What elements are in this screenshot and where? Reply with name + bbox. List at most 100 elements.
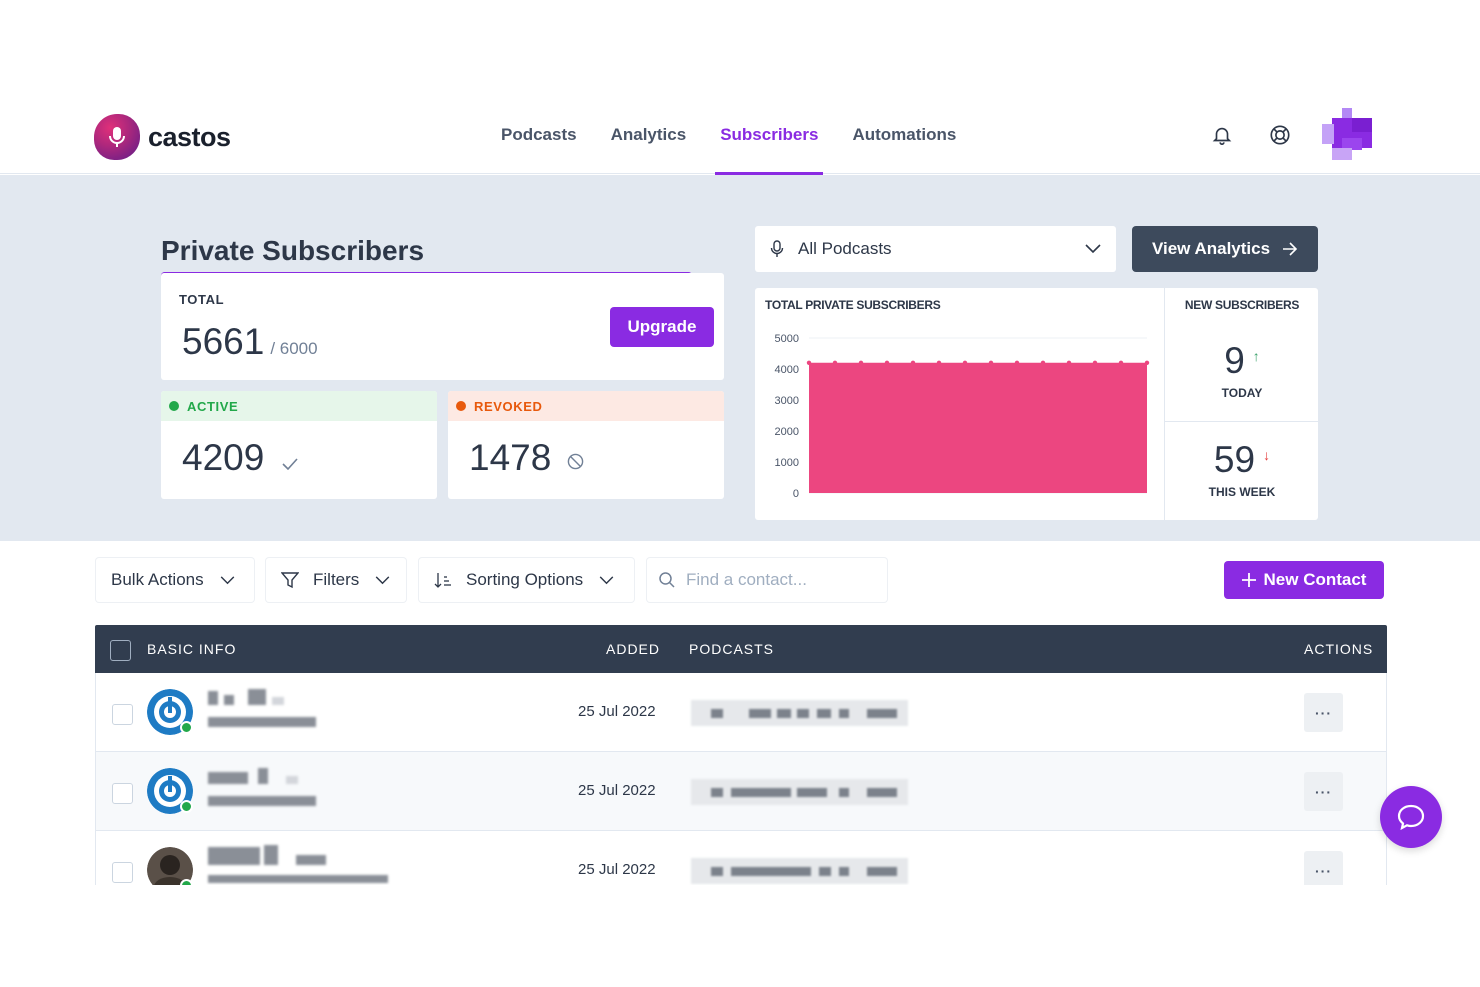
chat-bubble-icon bbox=[1397, 804, 1425, 830]
today-stat: 9 ↑ TODAY bbox=[1165, 340, 1319, 400]
upgrade-button[interactable]: Upgrade bbox=[610, 307, 714, 347]
nav-subscribers[interactable]: Subscribers bbox=[703, 96, 835, 175]
data-point bbox=[1066, 360, 1072, 365]
data-point bbox=[1118, 360, 1124, 365]
filter-icon bbox=[281, 572, 299, 589]
new-subscribers-title: NEW SUBSCRIBERS bbox=[1184, 298, 1300, 312]
castos-logo[interactable]: castos bbox=[94, 114, 231, 160]
arrow-right-icon bbox=[1283, 242, 1298, 256]
avatar[interactable] bbox=[147, 847, 193, 885]
col-podcasts[interactable]: PODCASTS bbox=[689, 641, 775, 657]
bell-icon[interactable] bbox=[1210, 123, 1234, 147]
data-point bbox=[1144, 360, 1150, 365]
chat-support-button[interactable] bbox=[1380, 786, 1442, 848]
row-more-button[interactable]: ··· bbox=[1304, 851, 1343, 885]
nav-automations[interactable]: Automations bbox=[852, 125, 957, 144]
row-checkbox[interactable] bbox=[112, 862, 133, 883]
y-tick-label: 0 bbox=[793, 488, 799, 500]
table-row[interactable]: 25 Jul 2022 ··· bbox=[95, 831, 1387, 885]
blocked-icon bbox=[568, 453, 584, 470]
revoked-status-dot bbox=[456, 401, 466, 411]
active-card: ACTIVE 4209 bbox=[161, 391, 437, 499]
user-avatar[interactable] bbox=[1322, 108, 1372, 160]
data-point bbox=[910, 360, 916, 365]
select-all-checkbox[interactable] bbox=[110, 640, 131, 661]
brand-name: castos bbox=[148, 121, 231, 152]
data-point bbox=[884, 360, 890, 365]
arrow-up-icon: ↑ bbox=[1252, 348, 1260, 364]
view-analytics-button[interactable]: View Analytics bbox=[1132, 226, 1318, 272]
podcast-filter-select[interactable]: All Podcasts bbox=[755, 226, 1116, 272]
summary-band: Private Subscribers TOTAL 5661 / 6000 Up… bbox=[0, 175, 1480, 541]
week-value: 59 bbox=[1213, 439, 1256, 480]
filters-label: Filters bbox=[313, 570, 360, 589]
new-subscribers-panel: NEW SUBSCRIBERS 9 ↑ TODAY 59 ↓ THIS WEEK bbox=[1164, 288, 1319, 520]
page-title: Private Subscribers bbox=[161, 235, 425, 266]
subscribers-chart-card: TOTAL PRIVATE SUBSCRIBERS 5000 4000 3000 20… bbox=[755, 288, 1319, 520]
filters-dropdown[interactable]: Filters bbox=[266, 558, 406, 602]
area-chart-svg: 5000 4000 3000 2000 1000 0 bbox=[775, 333, 1150, 500]
row-more-button[interactable]: ··· bbox=[1304, 693, 1343, 732]
search-contact-field[interactable]: Find a contact... bbox=[647, 558, 887, 602]
help-lifebuoy-icon[interactable] bbox=[1268, 123, 1292, 147]
online-indicator bbox=[180, 721, 193, 734]
podcast-filter-value: All Podcasts bbox=[798, 239, 892, 258]
active-status-dot bbox=[169, 401, 179, 411]
y-tick-label: 4000 bbox=[775, 364, 799, 376]
data-point bbox=[832, 360, 838, 365]
sort-icon bbox=[434, 573, 451, 588]
row-more-button[interactable]: ··· bbox=[1304, 772, 1343, 811]
row-checkbox[interactable] bbox=[112, 704, 133, 725]
data-point bbox=[806, 360, 812, 365]
nav-podcasts[interactable]: Podcasts bbox=[501, 125, 577, 144]
row-podcasts bbox=[691, 858, 908, 884]
total-limit: / 6000 bbox=[270, 339, 318, 358]
sorting-options-dropdown[interactable]: Sorting Options bbox=[419, 558, 634, 602]
row-added-date: 25 Jul 2022 bbox=[578, 782, 656, 799]
data-point bbox=[936, 360, 942, 365]
y-tick-label: 1000 bbox=[775, 457, 799, 469]
view-analytics-label: View Analytics bbox=[1151, 239, 1271, 258]
total-private-subscribers-chart: TOTAL PRIVATE SUBSCRIBERS 5000 4000 3000 20… bbox=[755, 288, 1163, 520]
col-added[interactable]: ADDED bbox=[606, 641, 661, 657]
microphone-icon bbox=[770, 240, 784, 257]
new-contact-button[interactable]: New Contact bbox=[1224, 561, 1384, 599]
table-row[interactable]: 25 Jul 2022 ··· bbox=[95, 673, 1387, 752]
data-point bbox=[858, 360, 864, 365]
row-added-date: 25 Jul 2022 bbox=[578, 861, 656, 878]
main-nav: Podcasts Analytics Subscribers Automatio… bbox=[484, 96, 973, 175]
active-value: 4209 bbox=[182, 437, 265, 478]
row-checkbox[interactable] bbox=[112, 783, 133, 804]
data-point bbox=[988, 360, 994, 365]
search-icon bbox=[659, 572, 675, 588]
row-added-date: 25 Jul 2022 bbox=[578, 703, 656, 720]
microphone-icon bbox=[94, 114, 140, 160]
new-contact-label: New Contact bbox=[1263, 570, 1367, 589]
total-label: TOTAL bbox=[179, 292, 225, 307]
y-tick-label: 5000 bbox=[775, 333, 799, 345]
chevron-down-icon bbox=[1085, 244, 1101, 254]
week-caption: THIS WEEK bbox=[1208, 485, 1276, 499]
today-caption: TODAY bbox=[1221, 386, 1263, 400]
revoked-card: REVOKED 1478 bbox=[448, 391, 724, 499]
area-series bbox=[809, 362, 1147, 493]
sorting-label: Sorting Options bbox=[466, 570, 584, 589]
row-podcasts bbox=[691, 700, 908, 726]
data-point bbox=[1040, 360, 1046, 365]
total-value: 5661 bbox=[182, 321, 265, 362]
y-tick-label: 2000 bbox=[775, 426, 799, 438]
data-point bbox=[1014, 360, 1020, 365]
chevron-down-icon bbox=[599, 575, 614, 584]
top-header: castos Podcasts Analytics Subscribers Au… bbox=[0, 96, 1480, 175]
bulk-actions-dropdown[interactable]: Bulk Actions bbox=[96, 558, 254, 602]
table-row[interactable]: 25 Jul 2022 ··· bbox=[95, 752, 1387, 831]
active-label: ACTIVE bbox=[187, 398, 239, 414]
col-basic-info[interactable]: BASIC INFO bbox=[147, 641, 237, 657]
online-indicator bbox=[180, 879, 193, 885]
check-icon bbox=[282, 458, 298, 470]
table-header: BASIC INFO ADDED PODCASTS ACTIONS bbox=[95, 625, 1387, 673]
nav-analytics[interactable]: Analytics bbox=[610, 125, 687, 144]
chevron-down-icon bbox=[375, 575, 390, 584]
plus-icon bbox=[1241, 573, 1256, 587]
